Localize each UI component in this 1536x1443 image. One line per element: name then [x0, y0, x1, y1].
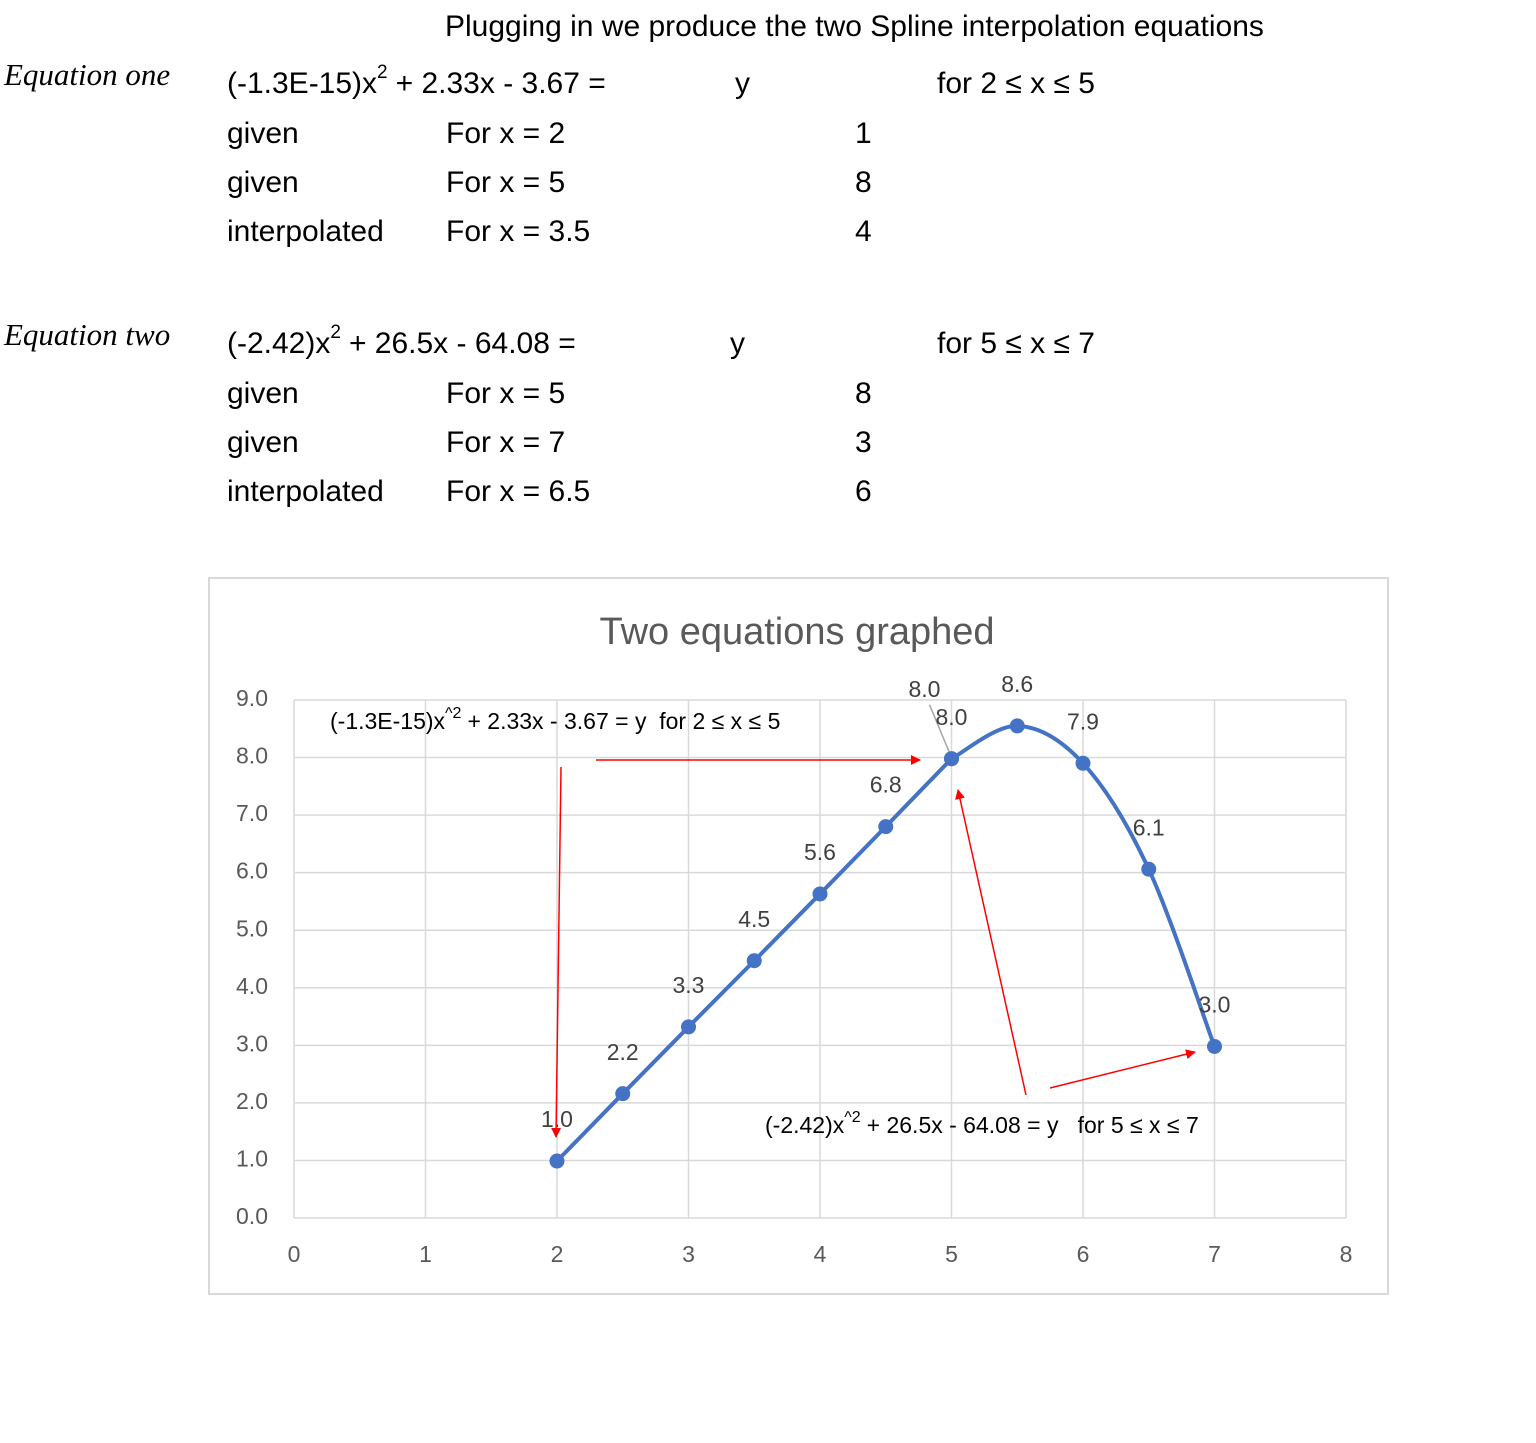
y-tick-label: 1.0 [236, 1146, 268, 1172]
exponent: 2 [377, 62, 388, 83]
annotation-end: + 2.33x - 3.67 = y for 2 ≤ x ≤ 5 [467, 708, 780, 734]
y-tick-label: 9.0 [236, 685, 268, 711]
row-y: 1 [855, 117, 872, 150]
row-y: 4 [855, 215, 872, 248]
data-label: 3.3 [673, 972, 705, 998]
marker [1207, 1038, 1222, 1054]
data-label: 5.6 [804, 839, 836, 865]
row-kind: given [227, 377, 299, 410]
data-label: 6.1 [1133, 814, 1165, 840]
marker [812, 886, 828, 902]
data-label: 4.5 [738, 906, 770, 932]
annotation-exponent: ^2 [445, 705, 462, 722]
equation-label: Equation one [3, 57, 170, 92]
data-label: 2.2 [607, 1039, 639, 1065]
y-tick-label: 4.0 [236, 973, 268, 999]
leader-line [928, 704, 951, 753]
y-tick-label: 8.0 [236, 743, 268, 769]
row-x: For x = 3.5 [446, 215, 590, 248]
annotation-start: (-2.42)x [765, 1112, 845, 1138]
y-tick-label: 7.0 [236, 800, 268, 826]
exponent: 2 [330, 322, 341, 343]
arrow [551, 766, 562, 1138]
marker [549, 1153, 565, 1169]
x-tick-label: 3 [682, 1241, 695, 1267]
series-line [950, 723, 1217, 1048]
domain: for 2 ≤ x ≤ 5 [937, 67, 1095, 100]
row-y: 8 [855, 377, 872, 410]
row-x: For x = 5 [446, 166, 565, 199]
x-tick-label: 1 [419, 1241, 432, 1267]
row-y: 3 [855, 426, 872, 459]
row-kind: given [227, 117, 299, 150]
chart-frame [208, 577, 1389, 1295]
row-x: For x = 6.5 [446, 475, 590, 508]
x-tick-label: 2 [551, 1241, 564, 1267]
annotation-start: (-1.3E-15)x [330, 708, 446, 734]
annotation-exponent: ^2 [844, 1109, 861, 1126]
domain: for 5 ≤ x ≤ 7 [937, 327, 1095, 360]
formula: (-2.42)x2 + 26.5x - 64.08 = [227, 322, 576, 360]
formula-start: (-1.3E-15)x [227, 67, 377, 100]
marker [878, 819, 894, 835]
data-label: 8.0 [909, 676, 941, 702]
y-tick-label: 6.0 [236, 858, 268, 884]
result: y [735, 67, 750, 100]
row-y: 8 [855, 166, 872, 199]
data-label: 6.8 [870, 772, 902, 798]
marker [1075, 755, 1091, 771]
data-label: 7.9 [1067, 708, 1099, 734]
row-x: For x = 5 [446, 377, 565, 410]
annotation: (-2.42)x^2 + 26.5x - 64.08 = y for 5 ≤ x … [765, 1109, 1199, 1138]
row-x: For x = 2 [446, 117, 565, 150]
x-tick-label: 7 [1208, 1241, 1221, 1267]
row-kind: given [227, 426, 299, 459]
y-tick-label: 2.0 [236, 1088, 268, 1114]
row-kind: given [227, 166, 299, 199]
data-label: 8.6 [1001, 671, 1033, 697]
y-tick-label: 5.0 [236, 915, 268, 941]
heading: Plugging in we produce the two Spline in… [445, 10, 1264, 43]
formula-start: (-2.42)x [227, 327, 330, 360]
y-tick-label: 3.0 [236, 1030, 268, 1056]
row-x: For x = 7 [446, 426, 565, 459]
chart-title: Two equations graphed [599, 611, 994, 653]
annotation-end: + 26.5x - 64.08 = y for 5 ≤ x ≤ 7 [867, 1112, 1199, 1138]
x-tick-label: 5 [945, 1241, 958, 1267]
equation-label: Equation two [3, 317, 170, 352]
row-kind: interpolated [227, 475, 384, 508]
chart: 0.01.02.03.04.05.06.07.08.09.00 1 2 3 4 5 6 7 81… [236, 671, 1352, 1267]
arrow [955, 789, 1027, 1096]
row-y: 6 [855, 475, 872, 508]
y-tick-label: 0.0 [236, 1203, 268, 1229]
marker [1009, 718, 1025, 734]
result: y [730, 327, 745, 360]
row-kind: interpolated [227, 215, 384, 248]
data-label: 8.0 [936, 704, 968, 730]
formula-end: + 26.5x - 64.08 = [349, 327, 576, 360]
data-label: 3.0 [1199, 992, 1231, 1018]
formula: (-1.3E-15)x2 + 2.33x - 3.67 = [227, 62, 606, 100]
arrow [1049, 1049, 1196, 1089]
marker [746, 953, 762, 969]
marker [944, 751, 959, 767]
x-tick-label: 0 [288, 1241, 301, 1267]
x-tick-label: 6 [1077, 1241, 1090, 1267]
formula-end: + 2.33x - 3.67 = [396, 67, 606, 100]
x-tick-label: 8 [1340, 1241, 1353, 1267]
marker [681, 1019, 696, 1035]
marker [1141, 861, 1157, 877]
marker [615, 1086, 631, 1102]
x-tick-label: 4 [814, 1241, 827, 1267]
annotation: (-1.3E-15)x^2 + 2.33x - 3.67 = y for 2 ≤ … [330, 705, 780, 734]
